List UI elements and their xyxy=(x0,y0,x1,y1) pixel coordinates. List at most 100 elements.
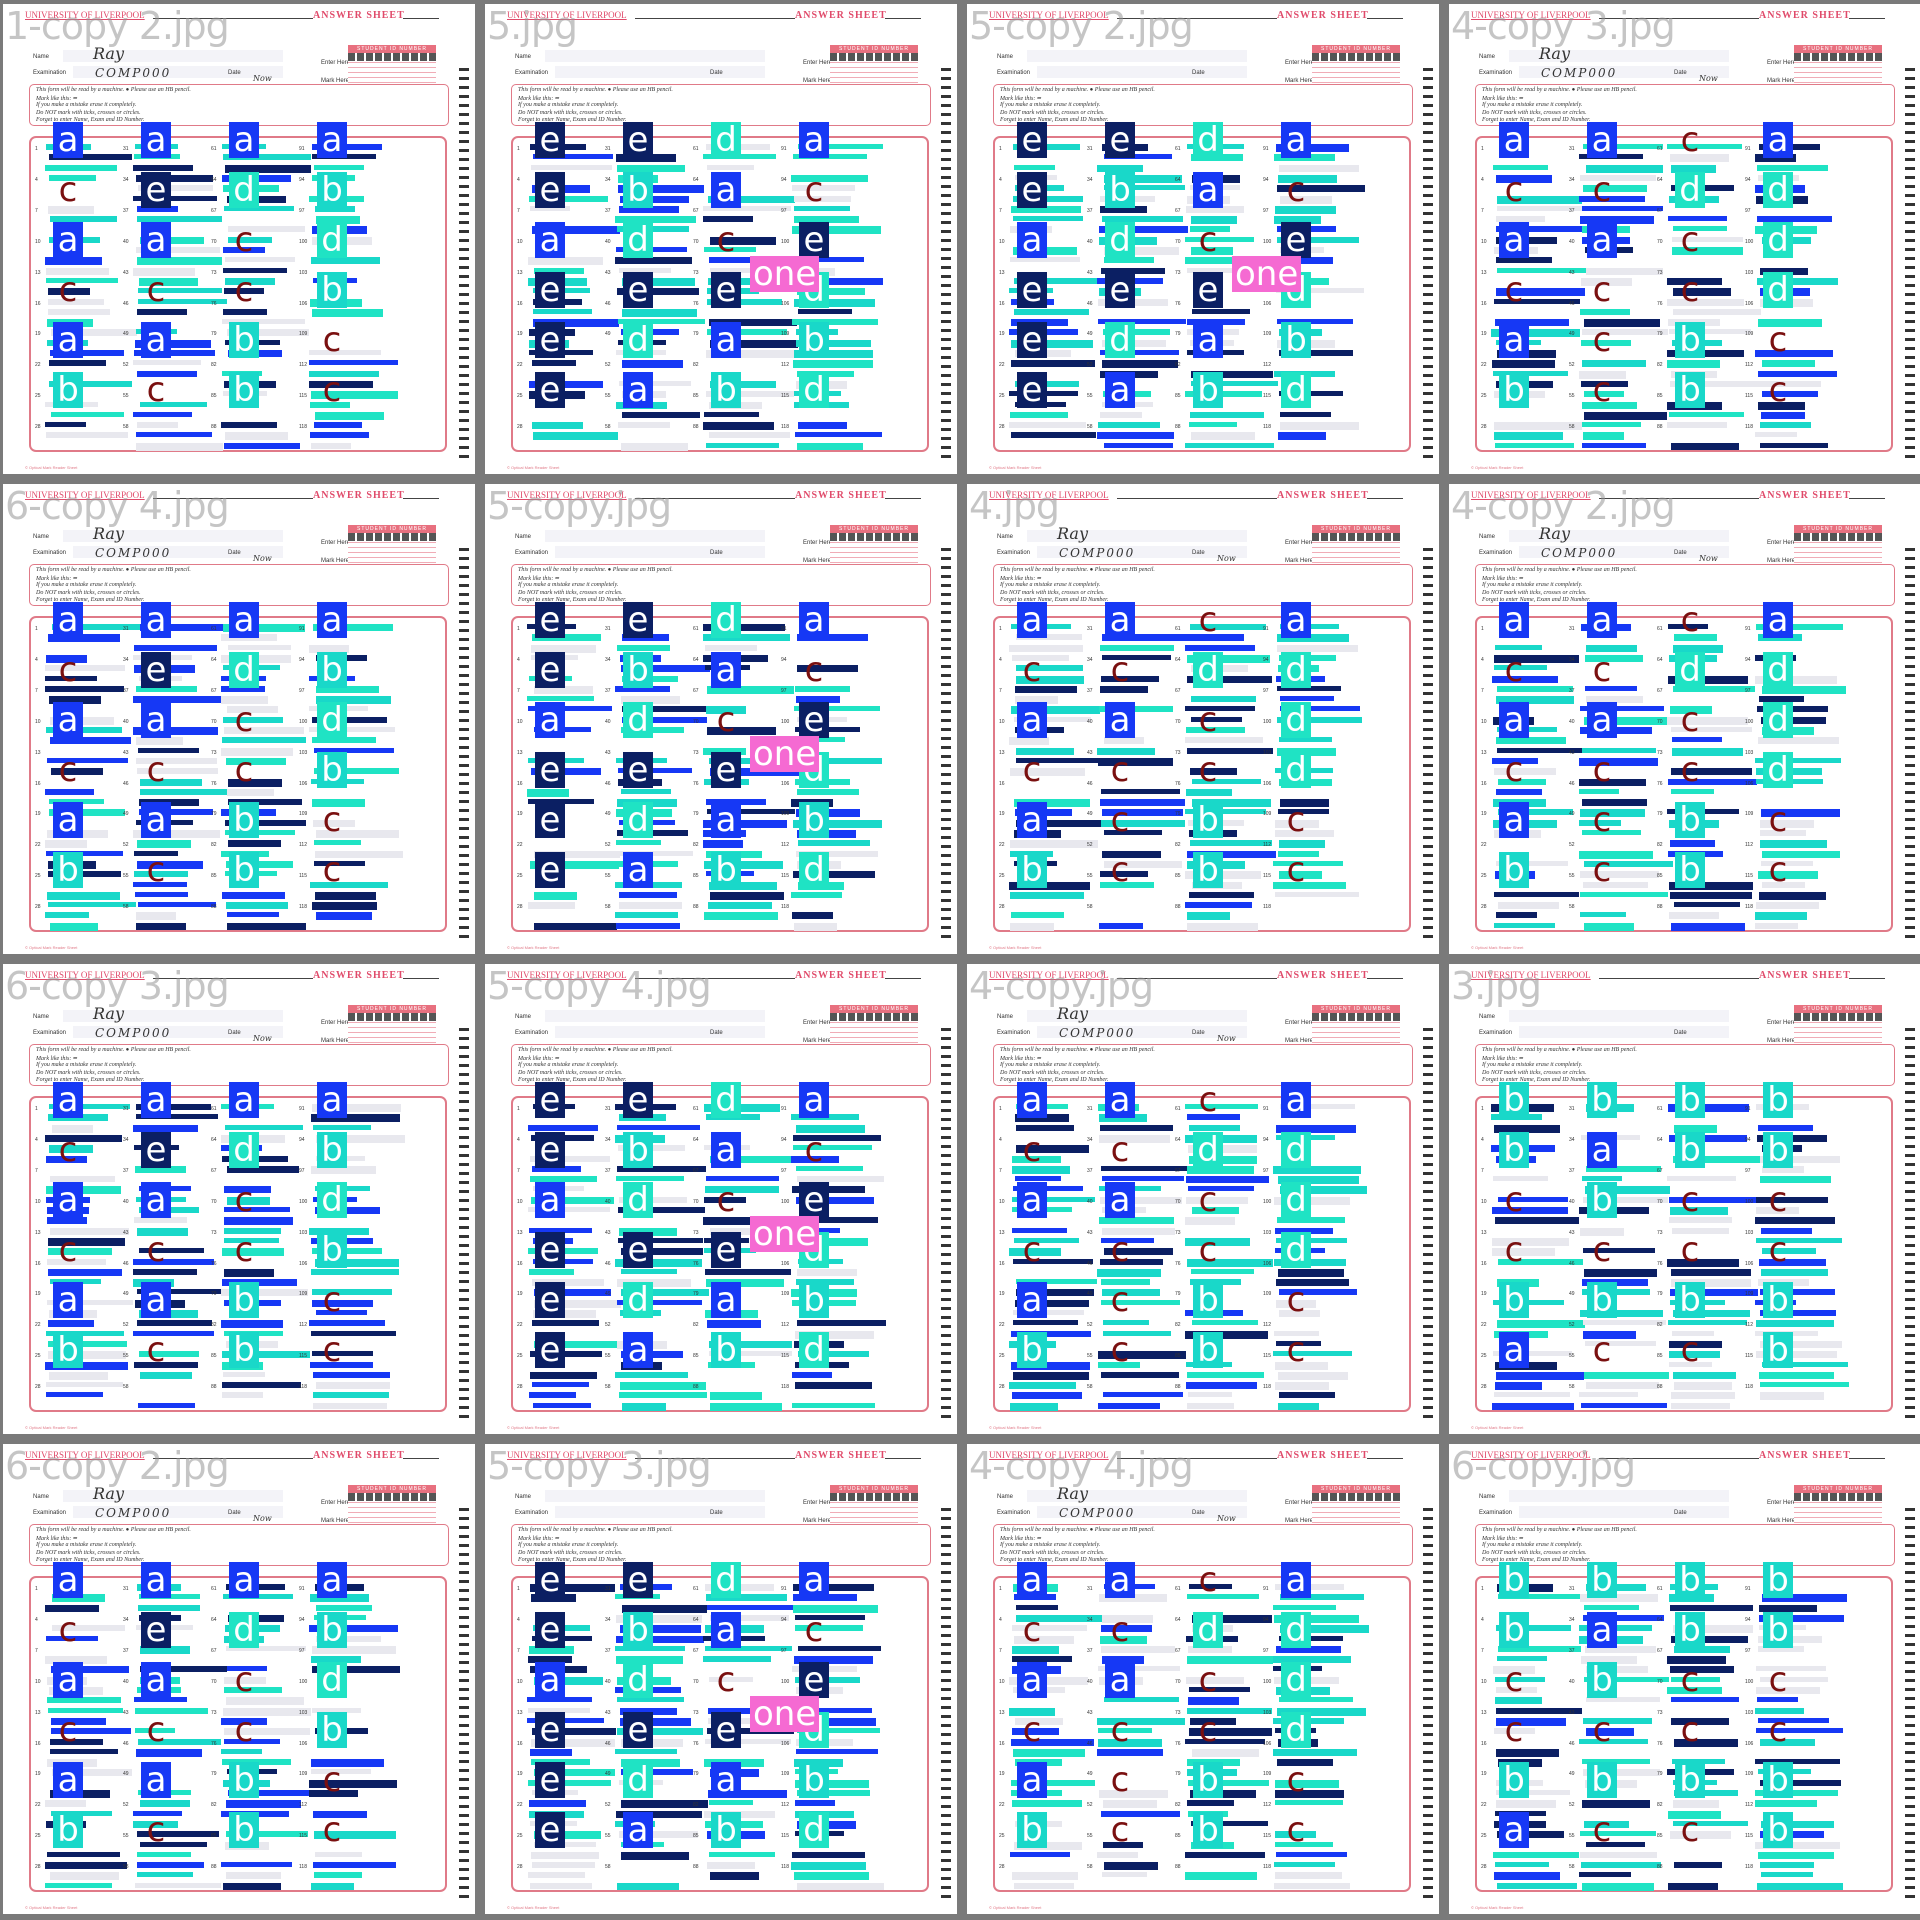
question-number: 52 xyxy=(123,842,129,848)
student-id-heading: STUDENT ID NUMBER xyxy=(1312,1005,1400,1013)
instruction-line: This form will be read by a machine. ● P… xyxy=(1482,567,1637,573)
sheet-thumbnail[interactable]: 4-copy 2.jpg UNIVERSITY OF LIVERPOOL ANSWE… xyxy=(1449,484,1920,954)
answer-letter-label: e xyxy=(535,652,565,688)
answer-letter-label: c xyxy=(141,752,171,788)
enter-here-label: Enter Here xyxy=(321,60,350,66)
answer-letter-label: c xyxy=(53,1612,83,1648)
sheet-thumbnail[interactable]: 4-copy 3.jpg UNIVERSITY OF LIVERPOOL ANSWE… xyxy=(1449,4,1920,474)
question-number: 76 xyxy=(211,781,217,787)
answer-letter-label: b xyxy=(1763,1612,1793,1648)
sheet-thumbnail[interactable]: 3.jpg UNIVERSITY OF LIVERPOOL ANSWER SHEET… xyxy=(1449,964,1920,1434)
answer-letter-label: c xyxy=(1193,1082,1223,1118)
question-number: 58 xyxy=(123,1384,129,1390)
answer-mark-bar xyxy=(1280,422,1359,430)
question-number: 4 xyxy=(1481,657,1484,663)
instruction-line: Mark like this: ━ xyxy=(36,95,76,102)
question-number: 37 xyxy=(1087,1168,1093,1174)
answer-letter-label: c xyxy=(1193,1712,1223,1748)
question-number: 46 xyxy=(123,301,129,307)
question-number: 91 xyxy=(1263,146,1269,152)
sheet-thumbnail[interactable]: 6-copy 4.jpg UNIVERSITY OF LIVERPOOL ANSWE… xyxy=(3,484,475,954)
answer-mark-bar xyxy=(1275,1800,1343,1805)
answer-letter-label: c xyxy=(1499,1712,1529,1748)
sheet-thumbnail[interactable]: 6-copy 2.jpg UNIVERSITY OF LIVERPOOL ANSWE… xyxy=(3,1444,475,1914)
highlight-tag: one xyxy=(1232,256,1301,292)
answer-letter-label: d xyxy=(1193,1132,1223,1168)
enter-here-label: Enter Here xyxy=(803,60,832,66)
answer-letter-label: e xyxy=(141,1612,171,1648)
enter-here-label: Enter Here xyxy=(1285,1020,1314,1026)
answer-letter-label: c xyxy=(711,1662,741,1698)
question-number: 73 xyxy=(1657,1710,1663,1716)
answer-letter-label: b xyxy=(1499,1562,1529,1598)
sheet-thumbnail[interactable]: 5-copy 3.jpg UNIVERSITY OF LIVERPOOL ANSWE… xyxy=(485,1444,957,1914)
answer-letter-label: d xyxy=(711,1082,741,1118)
sheet-thumbnail[interactable]: 5-copy 2.jpg UNIVERSITY OF LIVERPOOL ANSWE… xyxy=(967,4,1439,474)
answer-mark-bar xyxy=(622,412,700,418)
answer-mark-bar xyxy=(1667,360,1720,368)
answer-letter-label: d xyxy=(1675,172,1705,208)
handwritten-date: Now xyxy=(253,1034,272,1043)
question-number: 94 xyxy=(781,1137,787,1143)
exam-field xyxy=(1519,1506,1729,1518)
sheet-thumbnail[interactable]: 4.jpg UNIVERSITY OF LIVERPOOL ANSWER SHEET… xyxy=(967,484,1439,954)
answer-letter-label: a xyxy=(317,1562,347,1598)
answer-mark-bar xyxy=(1493,165,1548,170)
answer-letter-label: c xyxy=(1281,1282,1311,1318)
file-name-label: 6-copy.jpg xyxy=(1451,1444,1635,1488)
answer-letter-label: e xyxy=(1193,272,1223,308)
question-number: 73 xyxy=(693,270,699,276)
sheet-thumbnail[interactable]: 6-copy.jpg UNIVERSITY OF LIVERPOOL ANSWER … xyxy=(1449,1444,1920,1914)
answer-letter-label: c xyxy=(1105,1712,1135,1748)
header-divider xyxy=(1599,978,1759,979)
question-number: 76 xyxy=(211,301,217,307)
answer-letter-label: d xyxy=(1281,1182,1311,1218)
answer-letter-label: b xyxy=(1105,172,1135,208)
handwritten-name: Ray xyxy=(1057,524,1088,543)
question-number: 40 xyxy=(605,1199,611,1205)
question-number: 82 xyxy=(693,842,699,848)
exam-label: Examination xyxy=(33,550,66,556)
question-number: 49 xyxy=(1087,811,1093,817)
instruction-line: Do NOT mark with ticks, crosses or circl… xyxy=(36,1070,141,1076)
answer-letter-label: e xyxy=(1281,222,1311,258)
sheet-thumbnail[interactable]: 5-copy 4.jpg UNIVERSITY OF LIVERPOOL ANSWE… xyxy=(485,964,957,1434)
sheet-footer: © Optical Mark Reader Sheet xyxy=(25,1905,77,1910)
answer-letter-label: b xyxy=(1675,1282,1705,1318)
question-number: 7 xyxy=(999,1168,1002,1174)
answer-letter-label: c xyxy=(1017,1712,1047,1748)
answer-letter-label: a xyxy=(1281,602,1311,638)
header-divider xyxy=(403,1458,439,1459)
sheet-thumbnail[interactable]: 4-copy 4.jpg UNIVERSITY OF LIVERPOOL ANSWE… xyxy=(967,1444,1439,1914)
question-number: 115 xyxy=(781,1353,789,1359)
question-number: 97 xyxy=(299,688,305,694)
answer-mark-bar xyxy=(1191,432,1255,440)
enter-here-label: Enter Here xyxy=(321,1500,350,1506)
file-name-label: 5-copy 4.jpg xyxy=(487,964,711,1008)
answer-letter-label: e xyxy=(535,1332,565,1368)
answer-letter-label: b xyxy=(53,1332,83,1368)
answer-letter-label: a xyxy=(711,652,741,688)
question-number: 1 xyxy=(517,626,520,632)
answer-mark-bar xyxy=(529,1392,576,1398)
answer-letter-label: c xyxy=(1675,1332,1705,1368)
sheet-thumbnail[interactable]: 1-copy 2.jpg UNIVERSITY OF LIVERPOOL ANSWE… xyxy=(3,4,475,474)
question-number: 88 xyxy=(693,1864,699,1870)
instruction-line: Mark like this: ━ xyxy=(1482,1055,1522,1062)
question-number: 64 xyxy=(1175,177,1181,183)
exam-label: Examination xyxy=(997,70,1030,76)
answer-mark-bar xyxy=(1010,412,1068,418)
sheet-thumbnail[interactable]: 5.jpg UNIVERSITY OF LIVERPOOL ANSWER SHEET… xyxy=(485,4,957,474)
student-id-digits xyxy=(830,1013,918,1021)
sheet-thumbnail[interactable]: 6-copy 3.jpg UNIVERSITY OF LIVERPOOL ANSWE… xyxy=(3,964,475,1434)
answer-mark-bar xyxy=(1494,923,1555,928)
sheet-thumbnail[interactable]: 5-copy.jpg UNIVERSITY OF LIVERPOOL ANSWER … xyxy=(485,484,957,954)
file-name-label: 4-copy 2.jpg xyxy=(1451,484,1675,528)
question-number: 73 xyxy=(1175,270,1181,276)
answer-letter-label: a xyxy=(141,1562,171,1598)
student-id-heading: STUDENT ID NUMBER xyxy=(1794,1005,1882,1013)
answer-sheet-title: ANSWER SHEET xyxy=(1759,970,1851,981)
answer-letter-label: a xyxy=(53,222,83,258)
sheet-thumbnail[interactable]: 4-copy.jpg UNIVERSITY OF LIVERPOOL ANSWER … xyxy=(967,964,1439,1434)
name-label: Name xyxy=(1479,1014,1495,1020)
